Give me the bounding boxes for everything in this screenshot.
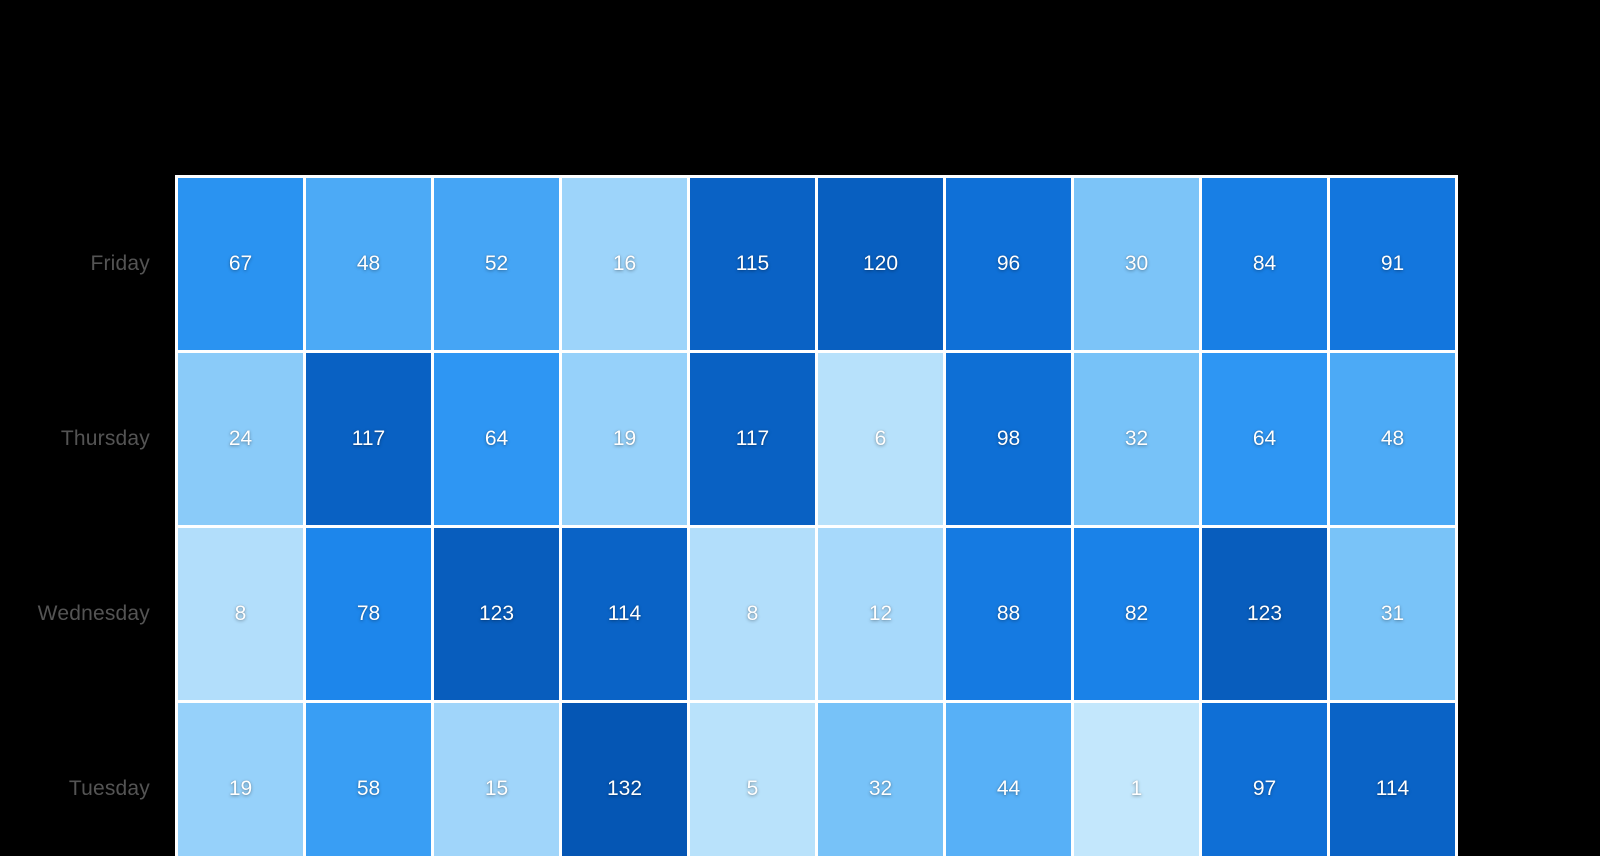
heatmap-cell[interactable]: 24: [178, 353, 303, 525]
heatmap-cell[interactable]: 117: [306, 353, 431, 525]
heatmap-cell[interactable]: 117: [690, 353, 815, 525]
heatmap-cell[interactable]: 84: [1202, 178, 1327, 350]
heatmap-cell[interactable]: 78: [306, 528, 431, 700]
heatmap-cell[interactable]: 132: [562, 703, 687, 856]
heatmap-cell[interactable]: 97: [1202, 703, 1327, 856]
y-axis-label-friday: Friday: [90, 252, 150, 275]
heatmap-cell[interactable]: 31: [1330, 528, 1455, 700]
y-axis-label-thursday: Thursday: [60, 427, 150, 450]
heatmap-grid: 67 48 52 16 115 120 96 30 84 91 24 117 64 19 117 6 98 32 6…: [175, 175, 1458, 856]
heatmap-cell[interactable]: 19: [178, 703, 303, 856]
y-axis-label-tuesday: Tuesday: [68, 777, 150, 800]
heatmap-cell[interactable]: 114: [1330, 703, 1455, 856]
heatmap-cell[interactable]: 30: [1074, 178, 1199, 350]
heatmap-cell[interactable]: 82: [1074, 528, 1199, 700]
heatmap-cell[interactable]: 6: [818, 353, 943, 525]
heatmap-cell[interactable]: 114: [562, 528, 687, 700]
heatmap-cell[interactable]: 98: [946, 353, 1071, 525]
heatmap-cell[interactable]: 64: [434, 353, 559, 525]
heatmap-cell[interactable]: 16: [562, 178, 687, 350]
heatmap-cell[interactable]: 88: [946, 528, 1071, 700]
y-axis-label-wednesday: Wednesday: [37, 602, 150, 625]
heatmap-cell[interactable]: 58: [306, 703, 431, 856]
heatmap-cell[interactable]: 96: [946, 178, 1071, 350]
heatmap-cell[interactable]: 91: [1330, 178, 1455, 350]
heatmap-cell[interactable]: 123: [434, 528, 559, 700]
y-axis: Friday Thursday Wednesday Tuesday: [0, 178, 150, 856]
heatmap-cell[interactable]: 120: [818, 178, 943, 350]
heatmap-cell[interactable]: 67: [178, 178, 303, 350]
heatmap-cell[interactable]: 8: [178, 528, 303, 700]
heatmap-cell[interactable]: 19: [562, 353, 687, 525]
heatmap-cell[interactable]: 32: [1074, 353, 1199, 525]
heatmap-cell[interactable]: 115: [690, 178, 815, 350]
heatmap-cell[interactable]: 52: [434, 178, 559, 350]
heatmap-cell[interactable]: 8: [690, 528, 815, 700]
heatmap-cell[interactable]: 123: [1202, 528, 1327, 700]
heatmap-cell[interactable]: 12: [818, 528, 943, 700]
heatmap-cell[interactable]: 1: [1074, 703, 1199, 856]
heatmap-cell[interactable]: 48: [1330, 353, 1455, 525]
heatmap-cell[interactable]: 64: [1202, 353, 1327, 525]
heatmap-cell[interactable]: 5: [690, 703, 815, 856]
heatmap-cell[interactable]: 44: [946, 703, 1071, 856]
heatmap-cell[interactable]: 15: [434, 703, 559, 856]
heatmap-cell[interactable]: 48: [306, 178, 431, 350]
heatmap-cell[interactable]: 32: [818, 703, 943, 856]
